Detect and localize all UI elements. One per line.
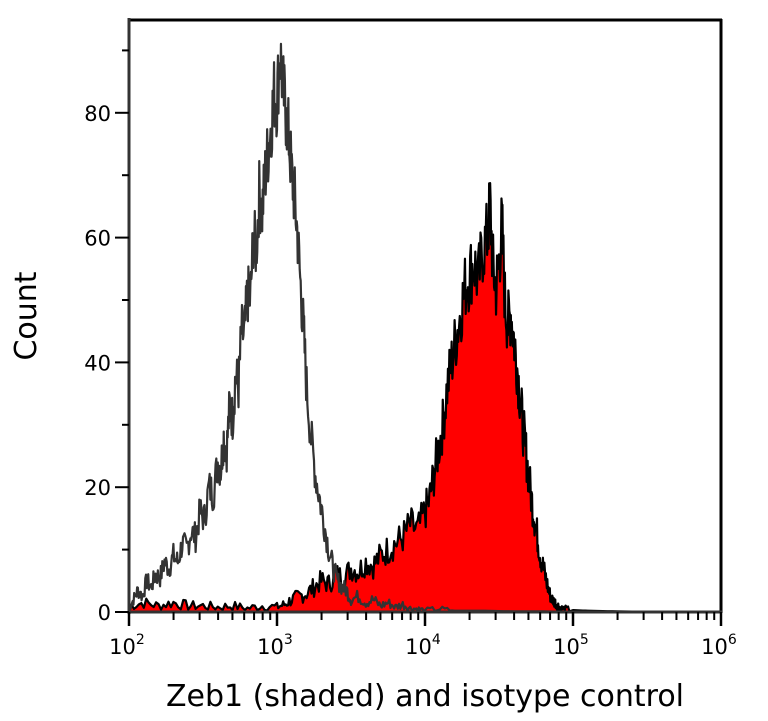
y-tick-label: 60 (84, 227, 111, 251)
y-tick-label: 0 (98, 601, 111, 625)
y-tick-label: 20 (84, 476, 111, 500)
y-axis-ticks: 0 20 40 60 80 (84, 49, 129, 625)
x-tick-label: 103 (257, 632, 293, 659)
y-tick-label: 40 (84, 351, 111, 375)
x-axis-ticks: 102 103 104 105 106 (109, 612, 737, 659)
x-axis-title: Zeb1 (shaded) and isotype control (166, 679, 684, 714)
x-tick-label: 106 (701, 632, 737, 659)
x-tick-label: 105 (553, 632, 589, 659)
plot-area (127, 42, 721, 614)
x-tick-label: 104 (405, 632, 441, 659)
zeb1-shaded-histogram (129, 183, 721, 612)
x-tick-label: 102 (109, 632, 145, 659)
y-tick-label: 80 (84, 102, 111, 126)
zeb1-histogram-outline (128, 181, 721, 614)
isotype-control-histogram (127, 42, 721, 614)
y-axis-title: Count (9, 271, 44, 360)
